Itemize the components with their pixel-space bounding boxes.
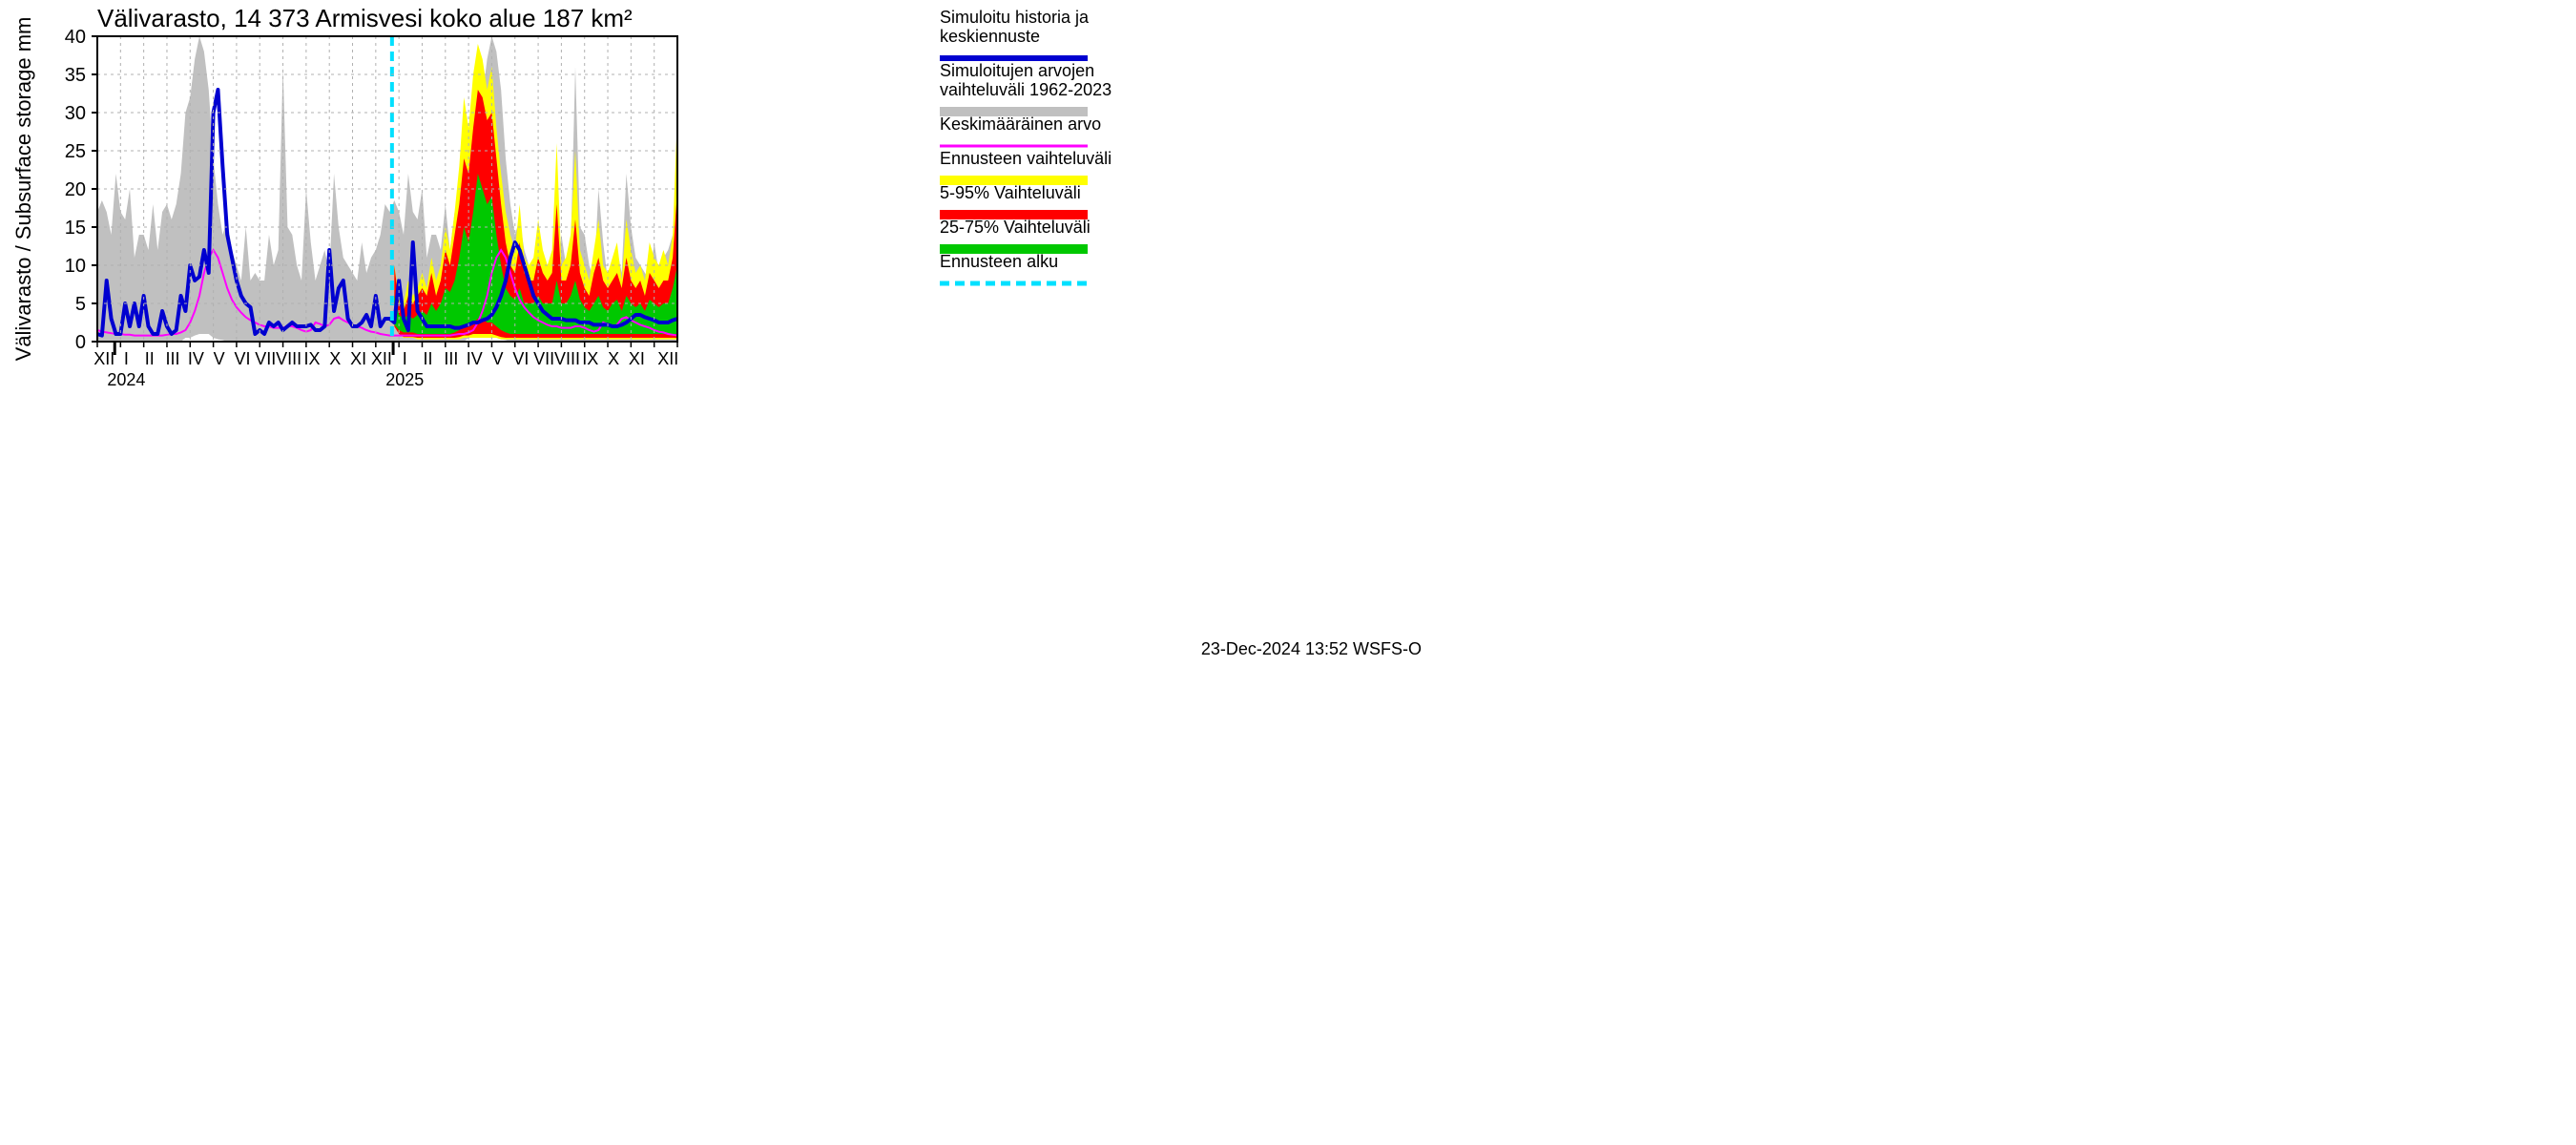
legend-label: vaihteluväli 1962-2023 bbox=[940, 80, 1111, 99]
svg-text:2024: 2024 bbox=[107, 370, 145, 389]
svg-text:XI: XI bbox=[350, 349, 366, 368]
legend-label: Ennusteen vaihteluväli bbox=[940, 149, 1111, 168]
svg-text:0: 0 bbox=[75, 332, 86, 353]
svg-text:VI: VI bbox=[512, 349, 529, 368]
svg-text:VIII: VIII bbox=[554, 349, 580, 368]
svg-text:IX: IX bbox=[582, 349, 598, 368]
svg-text:2025: 2025 bbox=[385, 370, 424, 389]
legend-label: Simuloitujen arvojen bbox=[940, 61, 1094, 80]
chart-title: Välivarasto, 14 373 Armisvesi koko alue … bbox=[97, 4, 633, 32]
svg-text:IV: IV bbox=[188, 349, 204, 368]
legend-label: keskiennuste bbox=[940, 27, 1040, 46]
svg-text:20: 20 bbox=[65, 179, 86, 200]
footnote: 23-Dec-2024 13:52 WSFS-O bbox=[1201, 639, 1422, 658]
svg-text:XI: XI bbox=[629, 349, 645, 368]
chart-svg: 0510152025303540XIIIIIIIIIVVVIVIIVIIIIXX… bbox=[0, 0, 1431, 668]
svg-text:V: V bbox=[492, 349, 504, 368]
svg-text:II: II bbox=[424, 349, 433, 368]
svg-text:V: V bbox=[214, 349, 225, 368]
legend-label: 5-95% Vaihteluväli bbox=[940, 183, 1081, 202]
legend-label: Keskimääräinen arvo bbox=[940, 114, 1101, 134]
svg-text:III: III bbox=[166, 349, 180, 368]
svg-text:X: X bbox=[608, 349, 619, 368]
svg-text:30: 30 bbox=[65, 103, 86, 124]
svg-text:XII: XII bbox=[657, 349, 678, 368]
svg-text:IX: IX bbox=[303, 349, 320, 368]
svg-text:II: II bbox=[145, 349, 155, 368]
svg-text:XII: XII bbox=[371, 349, 392, 368]
svg-text:I: I bbox=[124, 349, 129, 368]
svg-text:III: III bbox=[444, 349, 458, 368]
svg-text:VI: VI bbox=[234, 349, 250, 368]
legend-label: Simuloitu historia ja bbox=[940, 8, 1090, 27]
svg-text:10: 10 bbox=[65, 256, 86, 277]
svg-text:X: X bbox=[329, 349, 341, 368]
svg-text:VII: VII bbox=[533, 349, 554, 368]
chart-container: 0510152025303540XIIIIIIIIIVVVIVIIVIIIIXX… bbox=[0, 0, 1431, 668]
svg-text:IV: IV bbox=[467, 349, 483, 368]
svg-text:25: 25 bbox=[65, 141, 86, 162]
svg-text:VIII: VIII bbox=[276, 349, 301, 368]
svg-text:5: 5 bbox=[75, 294, 86, 315]
svg-text:40: 40 bbox=[65, 27, 86, 48]
svg-text:I: I bbox=[403, 349, 407, 368]
svg-text:XII: XII bbox=[93, 349, 114, 368]
svg-text:15: 15 bbox=[65, 218, 86, 239]
svg-text:VII: VII bbox=[255, 349, 276, 368]
legend-label: 25-75% Vaihteluväli bbox=[940, 218, 1091, 237]
y-axis-label: Välivarasto / Subsurface storage mm bbox=[11, 17, 35, 362]
svg-text:35: 35 bbox=[65, 65, 86, 86]
legend-label: Ennusteen alku bbox=[940, 252, 1058, 271]
